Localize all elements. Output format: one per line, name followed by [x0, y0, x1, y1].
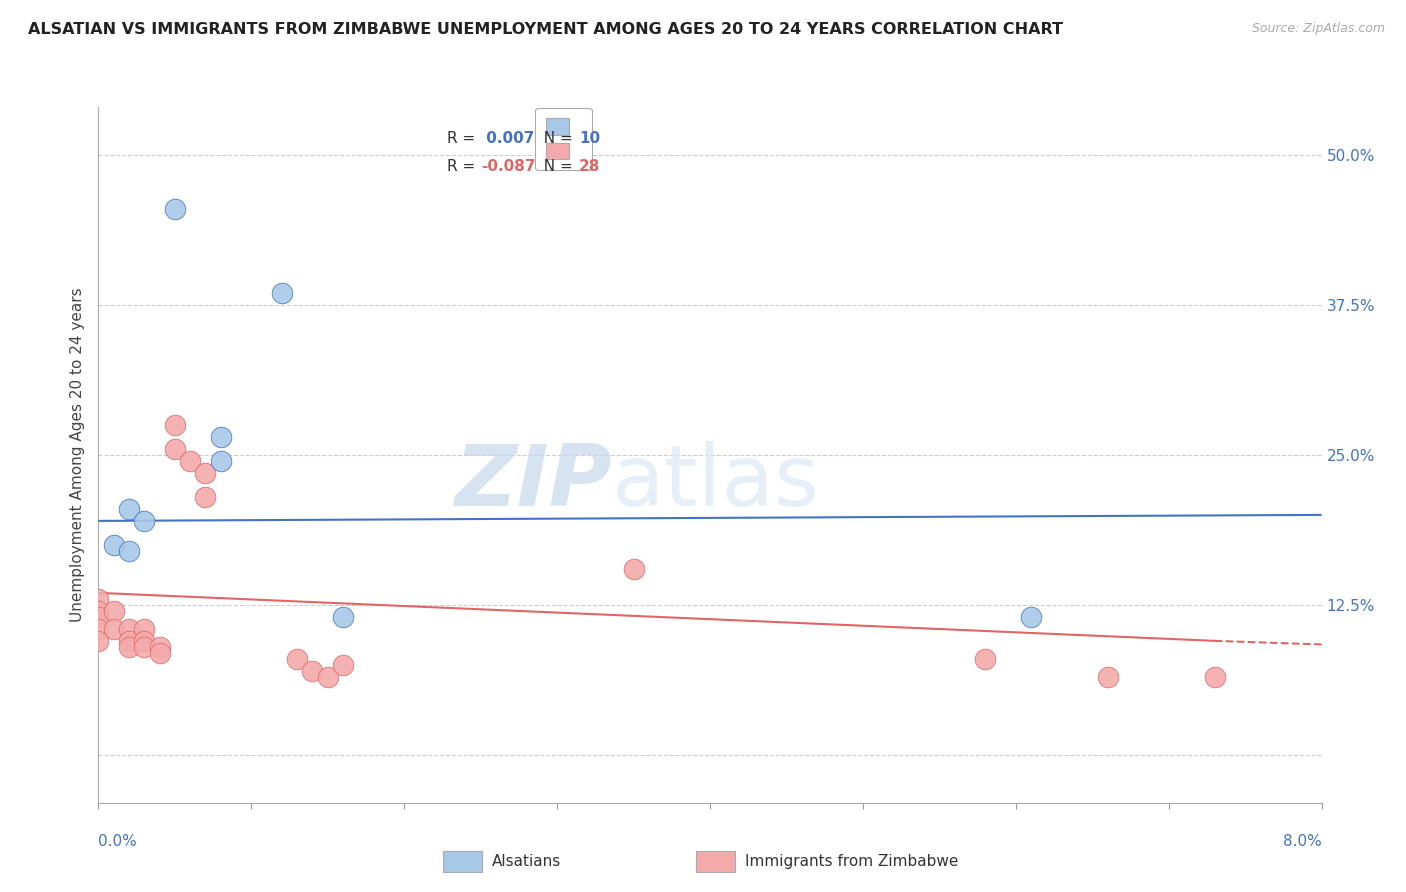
Point [103, 538, 125, 552]
Point [301, 664, 323, 678]
Y-axis label: Unemployment Among Ages 20 to 24 years: Unemployment Among Ages 20 to 24 years [69, 287, 84, 623]
Point [1019, 610, 1042, 624]
Point [270, 285, 294, 300]
Point [1204, 670, 1226, 684]
Point [332, 657, 354, 672]
Text: Alsatians: Alsatians [492, 855, 561, 869]
Point [134, 633, 156, 648]
Point [974, 652, 997, 666]
Point [118, 622, 141, 636]
Text: 8.0%: 8.0% [1282, 834, 1322, 849]
Text: N =: N = [534, 131, 578, 146]
Point [163, 442, 186, 456]
Point [209, 454, 232, 468]
Point [623, 562, 645, 576]
Point [87, 633, 110, 648]
Text: ZIP: ZIP [454, 442, 612, 524]
Text: ALSATIAN VS IMMIGRANTS FROM ZIMBABWE UNEMPLOYMENT AMONG AGES 20 TO 24 YEARS CORR: ALSATIAN VS IMMIGRANTS FROM ZIMBABWE UNE… [28, 22, 1063, 37]
Point [163, 202, 186, 216]
Text: 28: 28 [579, 159, 600, 174]
Point [87, 591, 110, 606]
Point [134, 514, 156, 528]
Point [179, 454, 201, 468]
Point [87, 622, 110, 636]
Point [103, 622, 125, 636]
Text: Source: ZipAtlas.com: Source: ZipAtlas.com [1251, 22, 1385, 36]
Point [134, 640, 156, 654]
Text: atlas: atlas [612, 442, 820, 524]
Point [332, 610, 354, 624]
Point [118, 544, 141, 558]
Text: R =: R = [447, 131, 481, 146]
Point [87, 610, 110, 624]
Point [316, 670, 339, 684]
Legend: , : , [534, 108, 592, 170]
Point [1097, 670, 1119, 684]
Point [285, 652, 308, 666]
Point [194, 490, 217, 504]
Point [209, 430, 232, 444]
Text: Immigrants from Zimbabwe: Immigrants from Zimbabwe [745, 855, 959, 869]
Text: R =: R = [447, 159, 481, 174]
Point [163, 417, 186, 432]
Point [118, 633, 141, 648]
Point [149, 640, 172, 654]
Text: 10: 10 [579, 131, 600, 146]
Point [149, 646, 172, 660]
Point [118, 502, 141, 516]
Text: -0.087: -0.087 [481, 159, 536, 174]
Point [87, 604, 110, 618]
Point [134, 622, 156, 636]
Text: 0.0%: 0.0% [98, 834, 138, 849]
Text: 0.007: 0.007 [481, 131, 534, 146]
Text: N =: N = [534, 159, 578, 174]
Point [194, 466, 217, 480]
Point [103, 604, 125, 618]
Point [118, 640, 141, 654]
